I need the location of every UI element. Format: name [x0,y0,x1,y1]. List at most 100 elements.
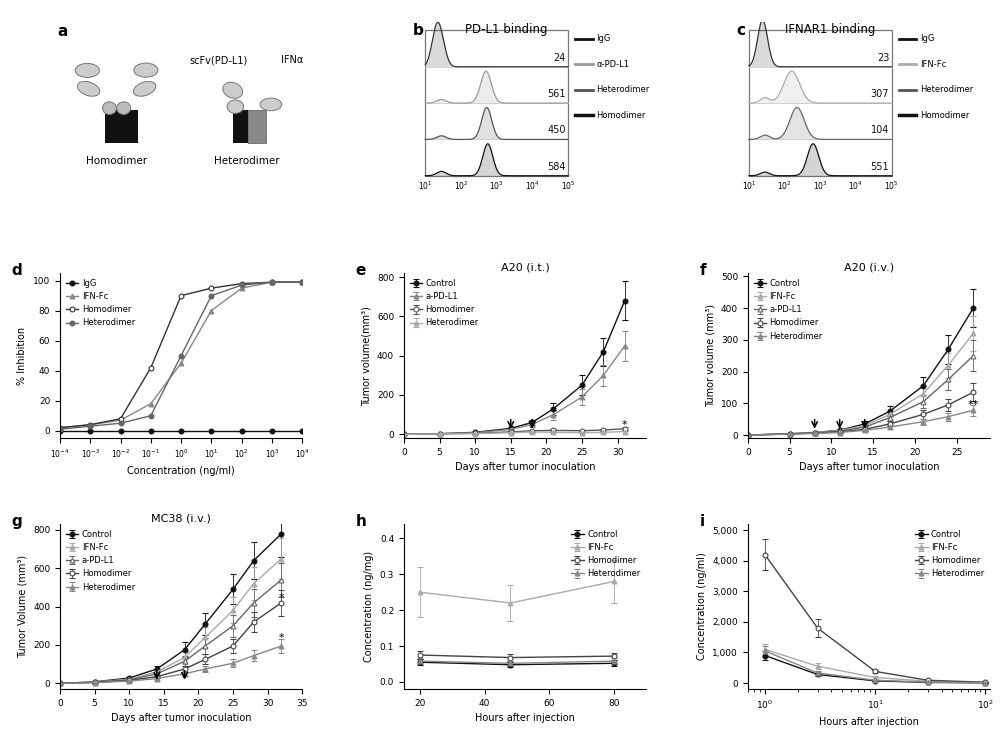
IFN-Fc [84,420,96,429]
Homodimer [145,363,157,372]
Text: a: a [57,24,68,39]
Text: 24: 24 [553,53,566,63]
Text: IgG: IgG [596,34,611,43]
Bar [120,110,138,143]
Ellipse shape [223,82,243,99]
Text: f: f [699,263,706,278]
Text: 561: 561 [547,89,566,99]
IgG [296,426,308,435]
Text: 584: 584 [547,162,566,172]
Text: scFv(PD-L1): scFv(PD-L1) [189,56,248,65]
IFN-Fc [115,416,127,425]
IgG [145,426,157,435]
Bar [248,110,266,143]
Text: *: * [622,420,628,431]
Heterodimer [296,278,308,287]
X-axis label: Hours after injection: Hours after injection [819,717,919,727]
Homodimer [54,423,66,432]
Text: 104: 104 [871,125,889,136]
Legend: Control, IFN-Fc, Homodimer, Heterodimer: Control, IFN-Fc, Homodimer, Heterodimer [913,528,986,580]
IFN-Fc [54,423,66,432]
IgG [266,426,278,435]
Heterodimer [236,281,248,290]
IFN-Fc [296,278,308,287]
Title: MC38 (i.v.): MC38 (i.v.) [151,514,211,523]
Line: Heterodimer: Heterodimer [58,279,305,432]
Text: $10^2$: $10^2$ [777,180,792,192]
X-axis label: Days after tumor inoculation: Days after tumor inoculation [455,462,595,473]
IgG [54,426,66,435]
Heterodimer [205,291,217,300]
Heterodimer [145,411,157,420]
IgG [175,426,187,435]
Text: PD-L1 binding: PD-L1 binding [465,23,548,36]
Text: Heterodimer: Heterodimer [596,85,650,94]
Text: Homodimer: Homodimer [86,156,147,166]
IgG [115,426,127,435]
Heterodimer [115,419,127,428]
X-axis label: Hours after injection: Hours after injection [475,714,575,723]
Line: IFN-Fc: IFN-Fc [58,279,305,430]
Heterodimer [266,278,278,287]
Ellipse shape [77,82,100,96]
IgG [84,426,96,435]
Heterodimer [54,425,66,433]
Ellipse shape [260,98,282,110]
Legend: IgG, IFN-Fc, Homodimer, Heterodimer: IgG, IFN-Fc, Homodimer, Heterodimer [64,277,137,329]
Text: IFNAR1 binding: IFNAR1 binding [785,23,875,36]
Legend: Control, IFN-Fc, Homodimer, Heterodimer: Control, IFN-Fc, Homodimer, Heterodimer [570,528,642,580]
Ellipse shape [227,100,244,113]
Homodimer [115,414,127,423]
Text: $10^1$: $10^1$ [742,180,756,192]
X-axis label: Concentration (ng/ml): Concentration (ng/ml) [127,466,235,476]
X-axis label: Days after tumor inoculation: Days after tumor inoculation [799,462,939,473]
Text: c: c [737,23,746,38]
Homodimer [205,284,217,293]
Text: b: b [413,23,424,38]
Text: IFN-Fc: IFN-Fc [920,60,946,69]
Text: $10^3$: $10^3$ [489,180,504,192]
Text: $10^5$: $10^5$ [884,180,899,192]
Text: $10^4$: $10^4$ [848,180,863,192]
Text: e: e [355,263,366,278]
Ellipse shape [117,102,131,114]
Homodimer [266,278,278,287]
Text: *: * [279,633,284,643]
Heterodimer [84,422,96,431]
Text: *: * [279,593,284,602]
Ellipse shape [75,64,99,78]
Legend: Control, a-PD-L1, Homodimer, Heterodimer: Control, a-PD-L1, Homodimer, Heterodimer [408,277,480,329]
Homodimer [296,278,308,287]
Text: 450: 450 [547,125,566,136]
Legend: Control, IFN-Fc, a-PD-L1, Homodimer, Heterodimer: Control, IFN-Fc, a-PD-L1, Homodimer, Het… [752,277,824,342]
Ellipse shape [134,63,158,77]
Text: IFNα: IFNα [281,56,303,65]
Y-axis label: Tumor volume (mm³): Tumor volume (mm³) [705,304,715,408]
Text: α-PD-L1: α-PD-L1 [596,60,629,69]
Bar [105,110,123,143]
Text: Homodimer: Homodimer [920,111,969,120]
Legend: Control, IFN-Fc, a-PD-L1, Homodimer, Heterodimer: Control, IFN-Fc, a-PD-L1, Homodimer, Het… [64,528,137,594]
Heterodimer [175,351,187,360]
Text: 23: 23 [877,53,889,63]
Text: $10^3$: $10^3$ [813,180,828,192]
IFN-Fc [236,284,248,293]
Y-axis label: Tumor volume(mm³): Tumor volume(mm³) [361,306,371,405]
IFN-Fc [145,399,157,408]
Ellipse shape [133,82,156,96]
Text: h: h [355,514,366,529]
Bar [233,110,251,143]
Ellipse shape [102,102,116,114]
Line: Homodimer: Homodimer [58,279,305,430]
Text: g: g [12,514,22,529]
Bar [749,30,892,176]
Line: IgG: IgG [58,428,305,433]
Homodimer [175,291,187,300]
Homodimer [236,279,248,288]
Title: A20 (i.v.): A20 (i.v.) [844,262,894,273]
Y-axis label: Concentration (ng/ml): Concentration (ng/ml) [697,553,707,660]
Text: $10^4$: $10^4$ [525,180,540,192]
Y-axis label: Tumor Volume (mm³): Tumor Volume (mm³) [17,555,27,658]
Bar [425,30,568,176]
Text: 307: 307 [871,89,889,99]
